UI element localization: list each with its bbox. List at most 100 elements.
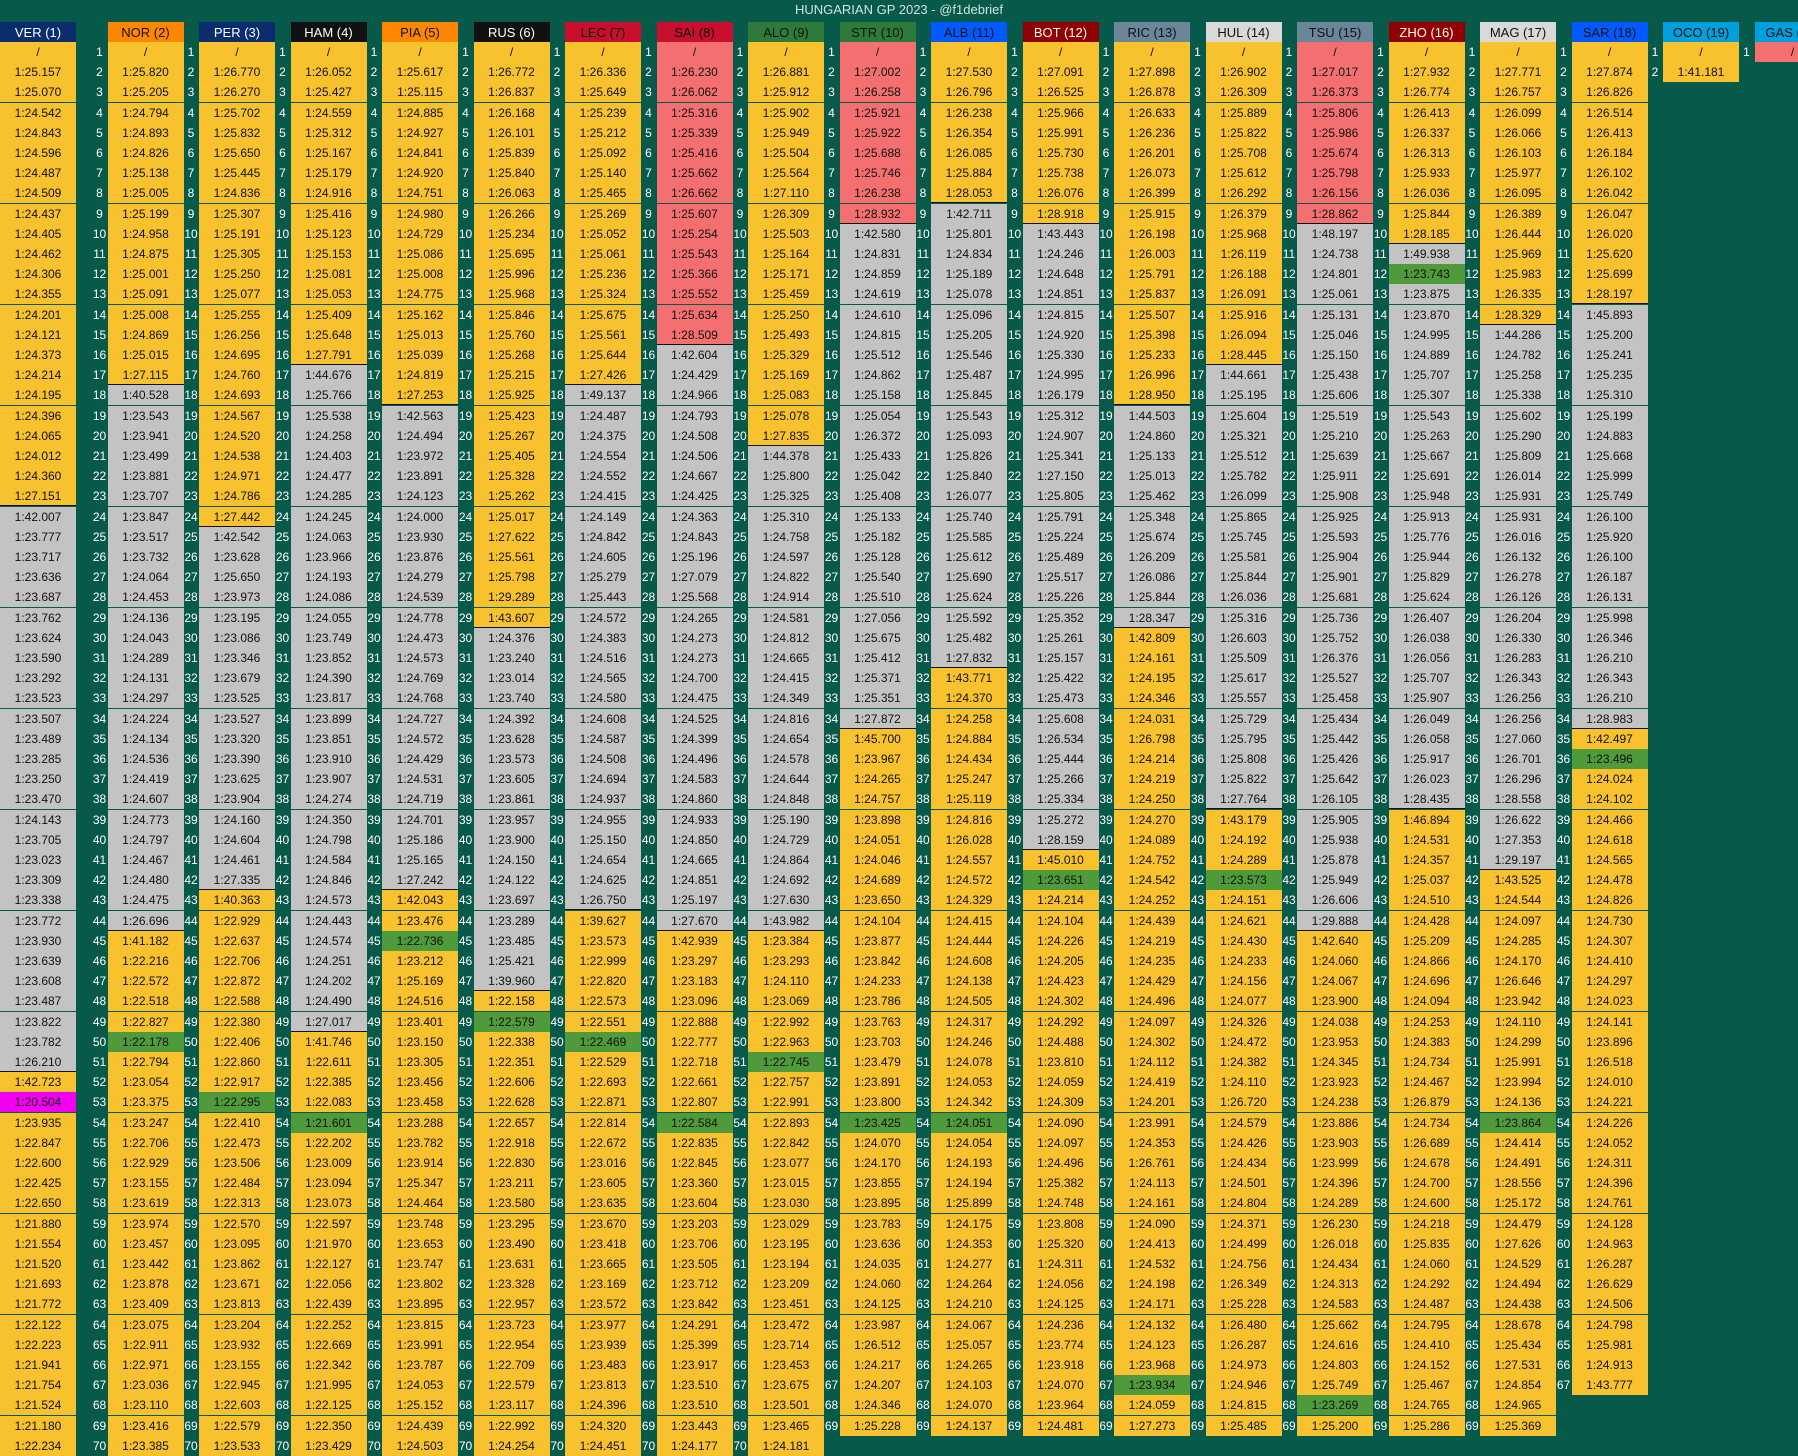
lap-number: 52	[1007, 1072, 1023, 1092]
lap-number: 29	[1281, 608, 1297, 628]
lap-number: 33	[549, 688, 565, 708]
lap-time-cell: 1:23.496	[1572, 749, 1648, 769]
lap-time-cell: 1:22.603	[199, 1395, 275, 1415]
lap-number: 66	[92, 1355, 108, 1375]
lap-number: 27	[549, 567, 565, 587]
lap-time-cell: 1:25.128	[840, 547, 916, 567]
lap-time-cell: 1:42.007	[0, 507, 76, 527]
lap-time-cell: 1:23.472	[748, 1315, 824, 1335]
lap-number: 67	[275, 1375, 291, 1395]
lap-number: 50	[549, 1032, 565, 1052]
lap-time-cell: 1:24.392	[474, 709, 550, 729]
lap-number: 47	[92, 971, 108, 991]
lap-time-cell: 1:25.013	[382, 325, 458, 345]
lap-number: 8	[183, 183, 199, 203]
lap-number: 60	[1464, 1234, 1480, 1254]
lap-number: 11	[92, 244, 108, 264]
lap-number: 15	[1556, 325, 1572, 345]
lap-number: 43	[641, 890, 657, 910]
lap-number: 20	[1373, 426, 1389, 446]
lap-time-cell: 1:25.150	[565, 830, 641, 850]
lap-number: 12	[1373, 264, 1389, 284]
lap-time-cell: 1:25.624	[1389, 587, 1465, 607]
lap-time-cell: 1:23.697	[474, 890, 550, 910]
lap-number: 47	[915, 971, 931, 991]
lap-time-cell: 1:24.306	[0, 264, 76, 284]
lap-time-cell: 1:24.396	[1572, 1173, 1648, 1193]
lap-number: 49	[1190, 1012, 1206, 1032]
lap-number: 42	[92, 870, 108, 890]
lap-time-cell: 1:26.063	[474, 183, 550, 203]
lap-time-cell: 1:25.760	[474, 325, 550, 345]
lap-number: 23	[183, 486, 199, 506]
lap-number: 30	[1373, 628, 1389, 648]
lap-number: 67	[915, 1375, 931, 1395]
lap-time-cell: 1:48.197	[1297, 224, 1373, 244]
lap-number: 56	[366, 1153, 382, 1173]
lap-time-cell: 1:24.428	[1389, 911, 1465, 931]
lap-time-cell: 1:25.617	[382, 62, 458, 82]
lap-time-cell: 1:25.561	[565, 325, 641, 345]
lap-number: 29	[366, 608, 382, 628]
lap-time-cell: 1:24.907	[1023, 426, 1099, 446]
lap-time-cell: 1:24.233	[840, 971, 916, 991]
lap-time-cell: 1:25.158	[840, 385, 916, 405]
lap-time-cell: 1:27.060	[1480, 729, 1556, 749]
driver-header: TSU (15)	[1297, 22, 1373, 43]
lap-number: 57	[1190, 1173, 1206, 1193]
lap-time-cell: 1:26.052	[291, 62, 367, 82]
lap-number: 38	[824, 789, 840, 809]
lap-time-cell: 1:23.309	[0, 870, 76, 890]
lap-number: 6	[549, 143, 565, 163]
lap-number: 32	[1007, 668, 1023, 688]
lap-number: 27	[732, 567, 748, 587]
lap-time-cell: 1:43.525	[1480, 870, 1556, 890]
lap-number: 12	[275, 264, 291, 284]
lap-number: 3	[275, 82, 291, 102]
lap-time-cell: 1:25.140	[565, 163, 641, 183]
lap-number: 18	[549, 385, 565, 405]
lap-number: 59	[1373, 1214, 1389, 1234]
lap-time-cell: 1:26.512	[840, 1335, 916, 1355]
lap-number: 6	[458, 143, 474, 163]
lap-number: 34	[1190, 709, 1206, 729]
lap-time-cell: 1:24.587	[565, 729, 641, 749]
lap-number: 11	[1007, 244, 1023, 264]
lap-time-cell: 1:23.941	[108, 426, 184, 446]
lap-time-cell: 1:26.076	[1023, 183, 1099, 203]
lap-time-cell: 1:23.510	[657, 1375, 733, 1395]
lap-time-cell: 1:26.343	[1572, 668, 1648, 688]
lap-time-cell: 1:25.152	[382, 1395, 458, 1415]
lap-number: 44	[1281, 911, 1297, 931]
lap-time-cell: 1:26.750	[565, 890, 641, 910]
lap-number: 45	[1190, 931, 1206, 951]
lap-number: 47	[366, 971, 382, 991]
lap-time-cell: 1:26.518	[1572, 1052, 1648, 1072]
lap-time-cell: 1:26.179	[1023, 385, 1099, 405]
lap-time-cell: 1:24.383	[1389, 1032, 1465, 1052]
lap-number: 53	[641, 1092, 657, 1112]
lap-number: 15	[549, 325, 565, 345]
lap-time-cell: 1:22.827	[108, 1012, 184, 1032]
lap-number: 4	[824, 103, 840, 123]
lap-time-cell: 1:23.485	[474, 931, 550, 951]
lap-time-cell: 1:25.427	[291, 82, 367, 102]
lap-number: 35	[732, 729, 748, 749]
lap-number: 50	[458, 1032, 474, 1052]
lap-time-cell: 1:22.814	[565, 1113, 641, 1133]
lap-number: 54	[549, 1113, 565, 1133]
lap-number: 64	[458, 1315, 474, 1335]
lap-number: 7	[1281, 163, 1297, 183]
lap-number: 2	[366, 62, 382, 82]
lap-time-cell: /	[748, 42, 824, 62]
lap-number: 39	[641, 810, 657, 830]
lap-time-cell: 1:23.855	[840, 1173, 916, 1193]
lap-number: 40	[1007, 830, 1023, 850]
lap-time-cell: 1:24.494	[1480, 1274, 1556, 1294]
lap-time-cell: 1:23.743	[1389, 264, 1465, 284]
lap-number: 30	[1281, 628, 1297, 648]
lap-number: 26	[275, 547, 291, 567]
lap-time-cell: 1:27.056	[840, 608, 916, 628]
lap-time-cell: 1:24.804	[1206, 1193, 1282, 1213]
lap-number: 6	[92, 143, 108, 163]
